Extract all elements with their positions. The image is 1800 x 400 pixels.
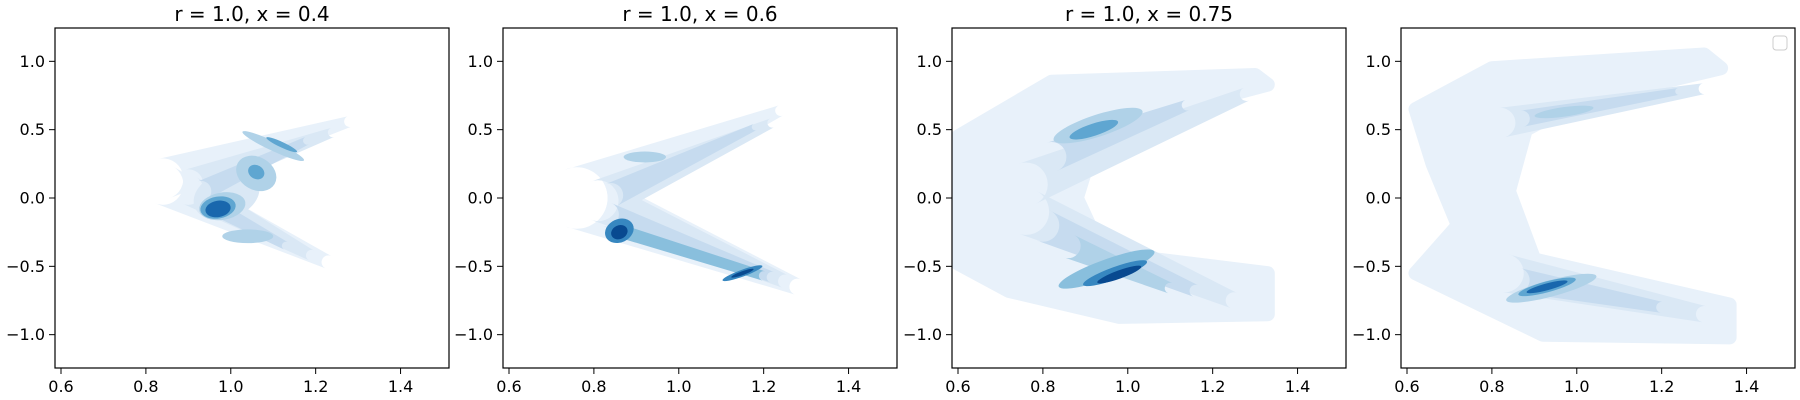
y-tick-label: 0.0: [20, 189, 45, 208]
density-level: [1526, 280, 1568, 294]
plot-area: 0.6 0.8 1.0 1.2 1.4 1.0 0.5 0.0 −0.5 −1.0: [1352, 27, 1796, 396]
density-level: [1046, 99, 1190, 172]
density-contours: [564, 105, 801, 295]
x-tick-label: 0.6: [48, 377, 73, 396]
density-contours: [952, 68, 1275, 324]
y-tick-label: −0.5: [454, 257, 493, 276]
density-level: [266, 137, 298, 153]
density-level: [1534, 105, 1594, 119]
y-tick-label: 0.5: [20, 120, 45, 139]
plot-area: 0.6 0.8 1.0 1.2 1.4 1.0 0.5 0.0 −0.5 −1.0: [6, 27, 450, 396]
x-tick-label: 1.2: [1649, 377, 1674, 396]
subplot-3: r = 1.0, x = 0.75 0.6 0.8 1.0 1.2 1.41.00.50…: [903, 2, 1347, 396]
density-level: [222, 229, 274, 244]
plot-area: 0.6 0.8 1.0 1.2 1.4 1.0 0.5 0.0 −0.5 −1.0: [454, 27, 898, 396]
x-tick-label: 1.2: [751, 377, 776, 396]
x-tick-label: 1.0: [666, 377, 691, 396]
density-level: [1017, 87, 1250, 205]
x-tick-label: 1.4: [388, 377, 413, 396]
density-level: [242, 131, 305, 162]
density-level: [605, 123, 757, 207]
density-level: [205, 200, 231, 218]
x-tick-label: 1.0: [1564, 377, 1589, 396]
y-tick-label: −1.0: [903, 325, 942, 344]
subplot-2: r = 1.0, x = 0.6 0.6 0.8 1.0 1.2 1.41.00.50.…: [454, 2, 898, 396]
density-contours: [1408, 47, 1737, 345]
subplot-4: 0.6 0.8 1.0 1.2 1.4 1.0 0.5 0.0 −0.5 −1.0: [1352, 27, 1796, 396]
y-tick-label: −1.0: [1352, 325, 1391, 344]
x-tick-label: 0.6: [496, 377, 521, 396]
density-level: [731, 268, 754, 278]
y-tick-label: 0.5: [468, 120, 493, 139]
x-tick-label: 0.8: [1030, 377, 1055, 396]
x-tick-label: 0.8: [133, 377, 158, 396]
density-level: [611, 225, 628, 240]
x-tick-label: 0.6: [945, 377, 970, 396]
density-contours: [154, 116, 352, 269]
y-tick-label: −0.5: [903, 257, 942, 276]
plot-area: 0.6 0.8 1.0 1.2 1.4 1.0 0.5 0.0 −0.5 −1.0: [903, 27, 1347, 396]
legend-box: [1772, 35, 1788, 51]
y-tick-label: −0.5: [1352, 257, 1391, 276]
x-tick-label: 0.8: [581, 377, 606, 396]
panel-title: r = 1.0, x = 0.4: [174, 2, 329, 26]
density-level: [608, 221, 766, 281]
x-tick-label: 1.4: [1285, 377, 1310, 396]
density-level: [248, 164, 265, 180]
y-tick-label: 0.5: [1366, 120, 1391, 139]
density-level: [1069, 119, 1119, 140]
y-tick-label: −1.0: [454, 325, 493, 344]
y-tick-label: 1.0: [468, 52, 493, 71]
x-tick-label: 1.2: [1200, 377, 1225, 396]
x-tick-label: 1.0: [1115, 377, 1140, 396]
y-tick-label: 0.0: [917, 189, 942, 208]
density-level: [1036, 210, 1199, 297]
x-tick-label: 1.4: [1734, 377, 1759, 396]
density-level: [1515, 267, 1663, 313]
panel-title: r = 1.0, x = 0.75: [1065, 2, 1233, 26]
x-tick-label: 0.6: [1394, 377, 1419, 396]
x-tick-label: 1.4: [836, 377, 861, 396]
y-tick-label: −0.5: [6, 257, 45, 276]
x-tick-label: 0.8: [1479, 377, 1504, 396]
density-level: [1097, 265, 1142, 284]
x-tick-label: 1.0: [218, 377, 243, 396]
x-tick-label: 1.2: [303, 377, 328, 396]
density-level: [1058, 249, 1155, 289]
plot-background: [503, 28, 897, 368]
y-tick-label: 0.0: [1366, 189, 1391, 208]
panel-title: r = 1.0, x = 0.6: [622, 2, 777, 26]
y-tick-label: 1.0: [20, 52, 45, 71]
y-tick-label: 0.0: [468, 189, 493, 208]
density-level: [1408, 47, 1737, 345]
y-tick-label: 1.0: [1366, 52, 1391, 71]
y-tick-label: 1.0: [917, 52, 942, 71]
subplot-1: r = 1.0, x = 0.4 0.6 0.8 1.0 1.2 1.41.00.50.…: [6, 2, 450, 396]
y-tick-label: −1.0: [6, 325, 45, 344]
y-tick-label: 0.5: [917, 120, 942, 139]
density-level: [623, 151, 667, 163]
